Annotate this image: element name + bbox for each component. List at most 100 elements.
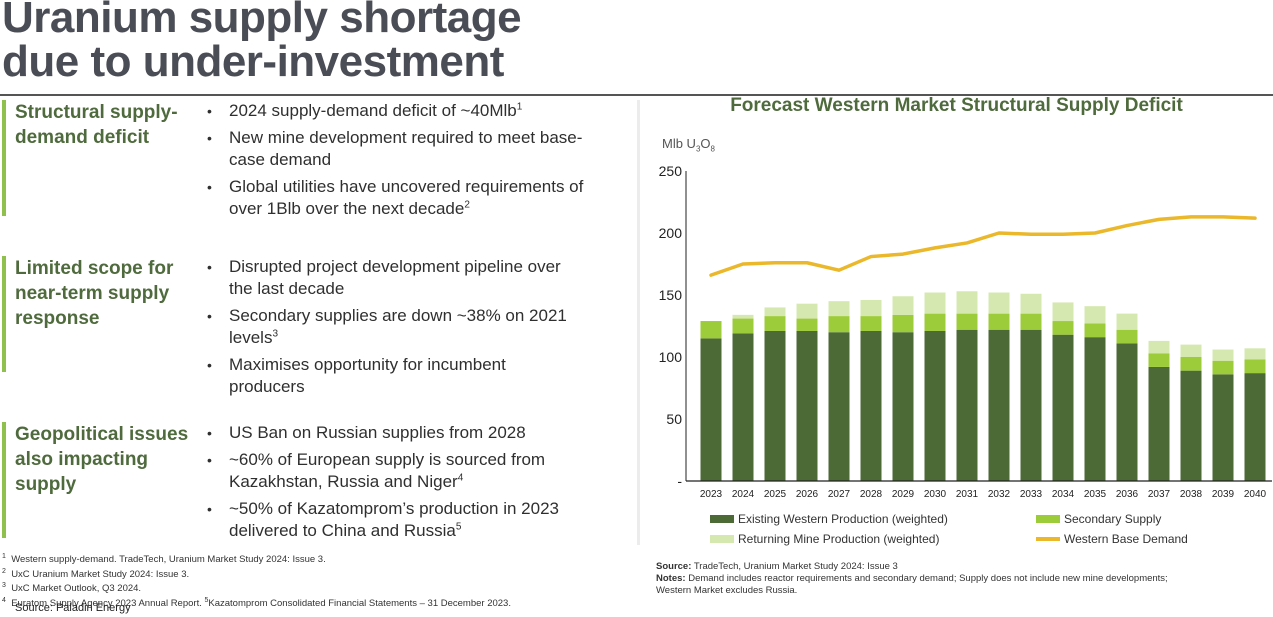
bar-segment-returning	[1084, 306, 1106, 324]
bar-segment-returning	[924, 292, 946, 314]
bar-segment-secondary	[1212, 360, 1234, 375]
bar-segment-returning	[892, 296, 914, 315]
bar-segment-existing	[1052, 334, 1074, 481]
bar-segment-existing	[956, 329, 978, 481]
bar-segment-returning	[732, 314, 754, 319]
x-tick-label: 2035	[1084, 489, 1107, 500]
bar-segment-existing	[828, 332, 850, 481]
section-accent-bar	[2, 256, 6, 372]
bar-segment-existing	[1084, 337, 1106, 481]
bar-segment-existing	[892, 332, 914, 481]
stacked-bar-chart: - 50 100 150 200 250 2023 2024 2025 2026 2027 2028…	[659, 163, 1272, 500]
y-tick-label: 50	[666, 411, 682, 427]
footnote-ref: 3	[272, 328, 279, 340]
legend-swatch	[710, 535, 734, 543]
bar-segment-existing	[1244, 373, 1266, 481]
x-tick-label: 2039	[1212, 489, 1235, 500]
bullet-list: 2024 supply-demand deficit of ~40Mlb1 Ne…	[206, 100, 586, 225]
x-tick-label: 2030	[924, 489, 947, 500]
page-title-line-1: Uranium supply shortage	[2, 0, 522, 42]
x-tick-label: 2025	[764, 489, 787, 500]
bar-segment-returning	[1148, 340, 1170, 354]
footnote-ref: 4	[457, 472, 464, 484]
section-geopolitical: Geopolitical issues also impacting suppl…	[0, 422, 630, 550]
bar-segment-secondary	[1180, 357, 1202, 371]
bullet-item: Global utilities have uncovered requirem…	[206, 176, 586, 220]
bullet-item: ~60% of European supply is sourced from …	[206, 449, 586, 493]
footnote-ref: 5	[455, 521, 462, 533]
legend-swatch	[710, 515, 734, 523]
legend-item-existing: Existing Western Production (weighted)	[710, 512, 948, 526]
x-tick-label: 2038	[1180, 489, 1203, 500]
bar-group	[700, 291, 1266, 481]
x-tick-label: 2040	[1244, 489, 1267, 500]
x-tick-label: 2037	[1148, 489, 1171, 500]
bar-segment-existing	[1212, 374, 1234, 481]
bar-segment-secondary	[892, 314, 914, 333]
legend-swatch	[1036, 515, 1060, 523]
x-tick-label: 2029	[892, 489, 915, 500]
x-tick-label: 2033	[1020, 489, 1043, 500]
bullet-list: Disrupted project development pipeline o…	[206, 256, 586, 403]
section-limited-scope: Limited scope for near-term supply respo…	[0, 256, 630, 406]
x-tick-label: 2024	[732, 489, 755, 500]
footnote-ref: 1	[516, 101, 523, 113]
bullet-item: New mine development required to meet ba…	[206, 127, 586, 171]
footnote-ref: 2	[464, 199, 470, 211]
column-divider	[637, 100, 640, 545]
bar-segment-returning	[796, 303, 818, 319]
x-tick-label: 2036	[1116, 489, 1139, 500]
y-tick-labels: - 50 100 150 200 250	[659, 163, 683, 489]
footnote: 1 Western supply-demand. TradeTech, Uran…	[2, 553, 326, 566]
bar-segment-secondary	[732, 318, 754, 334]
demand-line-group	[709, 215, 1257, 277]
source-attribution: Source: Paladin Energy	[15, 602, 131, 614]
bar-segment-secondary	[1116, 329, 1138, 344]
bar-segment-secondary	[924, 313, 946, 331]
bullet-item: Disrupted project development pipeline o…	[206, 256, 586, 300]
demand-line	[709, 215, 1257, 277]
x-tick-label: 2032	[988, 489, 1011, 500]
bar-segment-returning	[1244, 348, 1266, 360]
bar-segment-existing	[796, 330, 818, 481]
bar-segment-secondary	[1244, 359, 1266, 374]
bullet-item: Maximises opportunity for incumbent prod…	[206, 354, 586, 398]
bar-segment-secondary	[796, 318, 818, 331]
bar-segment-returning	[1052, 302, 1074, 322]
page-title: Uranium supply shortage due to under-inv…	[2, 0, 522, 86]
chart-notes: Source: TradeTech, Uranium Market Study …	[656, 561, 1168, 597]
bar-segment-existing	[732, 333, 754, 481]
bar-segment-existing	[988, 329, 1010, 481]
bar-segment-secondary	[860, 316, 882, 331]
title-divider	[0, 94, 1273, 96]
chart-source: Source: TradeTech, Uranium Market Study …	[656, 561, 898, 572]
legend-item-demand: Western Base Demand	[1036, 532, 1188, 546]
footnote: 2 UxC Uranium Market Study 2024: Issue 3…	[2, 567, 190, 580]
legend-item-secondary: Secondary Supply	[1036, 512, 1161, 526]
bullet-item: US Ban on Russian supplies from 2028	[206, 422, 586, 444]
bar-segment-secondary	[700, 321, 722, 339]
y-tick-label: 250	[659, 163, 683, 179]
x-tick-labels: 2023 2024 2025 2026 2027 2028 2029 2030 2031 2032…	[700, 489, 1267, 500]
bar-segment-returning	[1180, 344, 1202, 357]
chart-notes-text-2: Western Market excludes Russia.	[656, 585, 798, 596]
bar-segment-secondary	[764, 316, 786, 331]
chart-notes-text: Notes: Demand includes reactor requireme…	[656, 573, 1168, 584]
bar-segment-returning	[988, 292, 1010, 314]
bullet-item: ~50% of Kazatomprom’s production in 2023…	[206, 498, 586, 542]
bar-segment-existing	[764, 330, 786, 481]
bar-segment-existing	[1116, 343, 1138, 481]
section-accent-bar	[2, 422, 6, 538]
bar-segment-returning	[828, 301, 850, 317]
bar-segment-existing	[1148, 366, 1170, 481]
bar-segment-secondary	[1084, 323, 1106, 338]
bar-segment-existing	[1020, 329, 1042, 481]
y-tick-label: 200	[659, 225, 683, 241]
bar-segment-secondary	[1020, 313, 1042, 330]
page-title-line-2: due to under-investment	[2, 37, 504, 86]
bar-segment-existing	[1180, 370, 1202, 481]
x-tick-label: 2026	[796, 489, 819, 500]
x-tick-label: 2028	[860, 489, 883, 500]
bar-segment-secondary	[988, 313, 1010, 330]
y-tick-label: 100	[659, 349, 683, 365]
